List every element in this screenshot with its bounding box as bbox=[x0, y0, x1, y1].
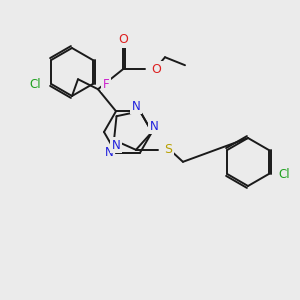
Text: N: N bbox=[112, 139, 120, 152]
Text: S: S bbox=[164, 143, 172, 156]
Text: F: F bbox=[103, 77, 110, 91]
Text: Cl: Cl bbox=[30, 77, 41, 91]
Text: N: N bbox=[150, 119, 158, 133]
Text: Cl: Cl bbox=[279, 167, 290, 181]
Text: O: O bbox=[151, 63, 161, 76]
Text: O: O bbox=[118, 33, 128, 46]
Text: N: N bbox=[132, 100, 140, 113]
Text: N: N bbox=[105, 146, 113, 159]
